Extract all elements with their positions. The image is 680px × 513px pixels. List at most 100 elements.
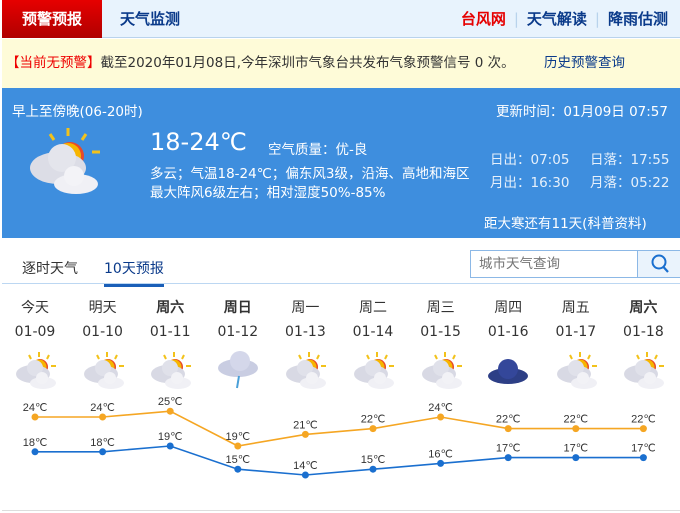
high-temp-point [166,407,174,415]
update-time: 更新时间：01月09日 07:57 [495,104,668,120]
low-temp-point [572,454,580,462]
low-temp-point [99,448,107,456]
search-icon [651,254,669,273]
low-temp-point [166,442,174,450]
top-nav: 预警预报 天气监测 台风网 | 天气解读 | 降雨估测 [2,0,680,38]
low-temp-label: 17℃ [631,443,656,455]
sunrise: 日出：07:05 [490,152,570,168]
forecast-day: 周二 [359,300,387,316]
forecast-date: 01-18 [623,324,664,340]
low-temp-point [31,448,39,456]
aqi-label: 空气质量： [268,142,336,158]
forecast-day: 周六 [629,300,658,316]
warning-bar: 【当前无预警】截至2020年01月08日,今年深圳市气象台共发布气象预警信号 0… [2,39,680,88]
forecast-date: 01-14 [352,324,394,340]
forecast-day: 明天 [88,300,117,316]
high-temp-label: 24℃ [90,402,115,414]
low-temp-label: 16℃ [428,448,453,460]
high-temp-line [35,410,644,447]
high-temp-point [99,413,107,421]
sunset: 日落：17:55 [590,152,670,168]
high-temp-point [369,425,377,433]
high-temp-label: 21℃ [293,419,318,431]
forecast-day: 周日 [223,300,252,316]
solar-term-link[interactable]: 距大寒还有11天(科普资料) [484,216,647,232]
history-warning-link[interactable]: 历史预警查询 [544,55,625,71]
overcast-icon [488,359,529,384]
forecast-day: 今天 [21,300,49,316]
high-temp-label: 22℃ [496,414,521,426]
forecast-date: 01-15 [420,324,461,340]
forecast-day: 周一 [291,300,320,316]
low-temp-label: 18℃ [23,437,48,449]
forecast-date: 01-13 [285,324,326,340]
forecast-day: 周五 [561,300,590,316]
city-search [470,250,680,278]
search-button[interactable] [637,251,680,277]
partly-cloudy-icon [151,352,192,389]
tab-hourly[interactable]: 逐时天气 [22,261,78,277]
temperature-chart: 24℃ 24℃ 25℃ 19℃ 21℃ 22℃ 24℃ 22℃ 22℃ 22℃ 18℃ 18℃ 19℃ 1… [23,396,656,479]
high-temp-point [437,413,445,421]
divider: | [594,10,600,28]
low-temp-label: 17℃ [564,443,589,455]
moonrise: 月出：16:30 [490,175,570,191]
high-temp-label: 24℃ [23,402,48,414]
high-temp-point [572,425,580,433]
partly-cloudy-icon [30,128,100,194]
today-panel: 早上至傍晚(06-20时) 更新时间：01月09日 07:57 18-24℃ 空… [2,88,680,238]
high-temp-point [301,430,309,438]
forecast-date: 01-09 [14,324,56,340]
high-temp-point [234,442,242,450]
high-temp-label: 19℃ [226,431,251,443]
high-temp-label: 25℃ [158,396,183,408]
temp-range: 18-24℃ [150,128,247,156]
forecast-tabs: 逐时天气 10天预报 [2,240,680,287]
high-temp-point [31,413,39,421]
low-temp-point [301,471,309,479]
low-temp-label: 14℃ [293,460,318,472]
low-temp-label: 17℃ [496,443,521,455]
nav-weather-analysis[interactable]: 天气解读 [526,10,587,28]
nav-typhoon[interactable]: 台风网 [460,10,506,28]
forecast-day: 周三 [426,300,455,316]
weather-desc-1: 多云；气温18-24℃；偏东风3级，沿海、高地和海区 [150,166,470,182]
partly-cloudy-icon [421,352,462,389]
partly-cloudy-icon [16,352,56,389]
weather-desc-2: 最大阵风6级左右；相对湿度50%-85% [150,185,386,201]
divider: | [513,10,519,28]
forecast-date: 01-10 [82,324,123,340]
forecast-date: 01-12 [217,324,259,340]
low-temp-point [437,459,445,467]
partly-cloudy-icon [624,352,665,389]
partly-cloudy-icon [354,352,394,389]
low-temp-point [369,465,377,473]
low-temp-point [234,465,242,473]
forecast-date: 01-16 [487,324,529,340]
low-temp-label: 15℃ [226,454,251,466]
forecast-date: 01-17 [555,324,597,340]
forecast-day: 周六 [156,300,185,316]
high-temp-label: 22℃ [564,414,589,426]
low-temp-label: 18℃ [90,437,115,449]
warning-status: 【当前无预警】 [6,55,101,71]
period: 早上至傍晚(06-20时) [12,104,143,120]
high-temp-label: 24℃ [428,402,453,414]
low-temp-line [35,445,644,476]
partly-cloudy-icon [286,352,327,389]
partly-cloudy-icon [556,352,597,389]
warning-text: 截至2020年01月08日,今年深圳市气象台共发布气象预警信号 0 次。 [100,55,515,71]
nav-rain-estimate[interactable]: 降雨估测 [607,10,668,28]
search-input[interactable] [471,251,637,277]
nav-warning-forecast[interactable]: 预警预报 [2,0,102,38]
moonset: 月落：05:22 [590,175,670,191]
tab-10day[interactable]: 10天预报 [104,258,164,287]
low-temp-point [639,454,647,462]
nav-weather-monitor[interactable]: 天气监测 [120,10,181,28]
high-temp-label: 22℃ [361,414,386,426]
aqi-value: 优-良 [335,142,368,158]
forecast-date: 01-11 [149,324,191,340]
light-rain-icon [217,351,258,389]
divider [2,510,680,513]
high-temp-point [639,425,647,433]
